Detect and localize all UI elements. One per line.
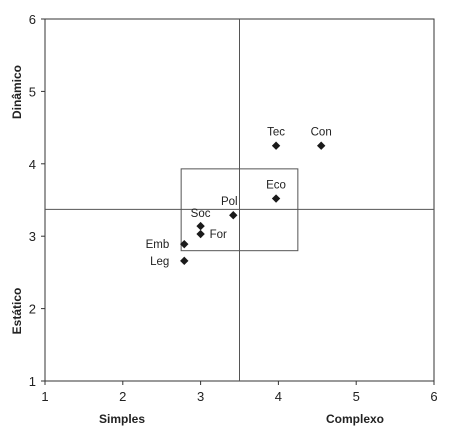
data-point-leg (180, 256, 189, 266)
data-point-for (196, 229, 205, 239)
x-tick-label: 3 (197, 389, 204, 404)
y-tick-label: 2 (29, 302, 36, 317)
point-label-pol: Pol (221, 196, 238, 208)
data-point-soc (196, 221, 205, 231)
x-tick-label: 4 (275, 389, 282, 404)
x-tick-label: 5 (353, 389, 360, 404)
highlight-box (180, 168, 299, 252)
y-axis-label-low: Estático (10, 288, 24, 335)
y-tick-label: 6 (29, 12, 36, 27)
x-tick-label: 6 (430, 389, 437, 404)
ticks-layer: 1 2 3 4 5 6 1 2 3 4 5 6 (29, 12, 438, 404)
x-axis-label-low: Simples (99, 412, 145, 426)
data-point-tec (271, 141, 281, 150)
x-axis-label-high: Complexo (326, 412, 384, 426)
point-label-soc: Soc (191, 208, 211, 220)
data-point-emb (180, 239, 189, 249)
point-label-eco: Eco (266, 180, 286, 192)
y-tick-label: 5 (29, 84, 36, 99)
point-label-emb: Emb (146, 239, 170, 251)
reference-lines (45, 19, 434, 381)
data-point-pol (229, 211, 238, 220)
y-tick-label: 4 (29, 157, 36, 172)
points-layer: Tec Con Eco Pol Soc For Emb Leg (146, 127, 332, 268)
point-label-con: Con (311, 127, 332, 139)
y-tick-label: 1 (29, 374, 36, 389)
data-point-eco (271, 194, 281, 203)
point-label-for: For (210, 229, 227, 241)
point-label-tec: Tec (267, 127, 285, 139)
point-label-leg: Leg (150, 256, 169, 268)
y-tick-label: 3 (29, 229, 36, 244)
data-point-con (316, 141, 326, 150)
y-axis-label-high: Dinâmico (10, 65, 24, 119)
x-tick-label: 1 (41, 389, 48, 404)
x-tick-label: 2 (119, 389, 126, 404)
